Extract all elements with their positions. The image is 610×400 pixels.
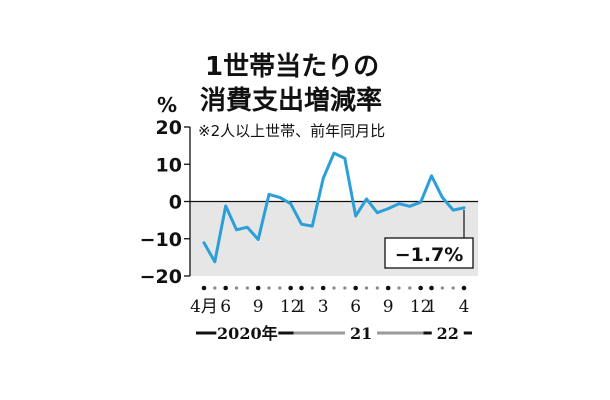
chart-note: ※2人以上世帯、前年同月比 xyxy=(198,122,386,140)
x-tick-label: 12 xyxy=(280,297,302,317)
x-tick-dot xyxy=(255,285,261,291)
x-tick-dot xyxy=(353,285,358,291)
x-tick-label: 12 xyxy=(410,297,432,317)
y-tick-label: −10 xyxy=(140,229,182,251)
x-tick-dot xyxy=(320,285,326,291)
x-tick-label: 3 xyxy=(318,297,329,317)
x-tick-label: 9 xyxy=(383,297,394,317)
x-tick-dot xyxy=(267,286,271,290)
x-tick-dot xyxy=(201,285,207,291)
callout-label: −1.7% xyxy=(395,244,464,266)
value-callout: −1.7% xyxy=(384,209,474,269)
x-tick-label: 1 xyxy=(426,297,437,317)
y-tick-group: 20 10 0 −10 −20 xyxy=(140,117,190,288)
x-tick-dot xyxy=(223,285,228,291)
x-tick-dot xyxy=(364,286,369,290)
x-tick-dot xyxy=(332,286,336,290)
x-tick-label: 6 xyxy=(220,297,231,317)
x-tick-dot xyxy=(213,286,217,290)
y-tick-label: 10 xyxy=(156,154,182,176)
x-tick-dot xyxy=(299,285,304,291)
x-tick-dot xyxy=(429,285,434,291)
x-tick-dot xyxy=(343,286,347,290)
x-tick-dot xyxy=(375,286,379,290)
x-tick-label: 4月 xyxy=(190,297,218,317)
x-tick-dot xyxy=(418,285,423,291)
x-tick-label: 1 xyxy=(296,297,307,317)
x-tick-dot xyxy=(288,285,293,291)
chart-title-line-1: 1世帯当たりの xyxy=(205,52,380,82)
x-tick-label: 6 xyxy=(350,297,361,317)
x-tick-label: 9 xyxy=(253,297,264,317)
x-tick-dot xyxy=(451,286,455,290)
x-tick-dot xyxy=(408,286,412,290)
x-tick-dot xyxy=(440,286,444,290)
series-line xyxy=(202,151,466,264)
x-tick-dot xyxy=(310,286,314,290)
x-tick-dot xyxy=(234,286,239,290)
year-label: 2020年 xyxy=(217,324,278,343)
x-tick-dot-group xyxy=(201,285,467,291)
x-tick-dot xyxy=(397,286,401,290)
year-bar-group: 2020年 21 22 xyxy=(196,324,472,343)
x-tick-dot xyxy=(385,285,391,291)
callout-box xyxy=(384,237,474,269)
x-tick-dot xyxy=(461,285,467,291)
x-tick-dot xyxy=(278,286,282,290)
y-tick-label: 0 xyxy=(169,192,182,214)
y-axis-unit: % xyxy=(157,93,178,117)
year-label: 21 xyxy=(350,324,372,343)
year-label: 22 xyxy=(437,324,459,343)
y-tick-label: −20 xyxy=(140,266,182,288)
x-tick-label: 4 xyxy=(459,297,470,317)
y-tick-label: 20 xyxy=(156,117,182,139)
chart-title-line-2: 消費支出増減率 xyxy=(200,86,383,116)
x-tick-label-group: 4月 6 9 121 3 6 9 121 4 xyxy=(190,297,469,317)
x-tick-dot xyxy=(245,286,249,290)
